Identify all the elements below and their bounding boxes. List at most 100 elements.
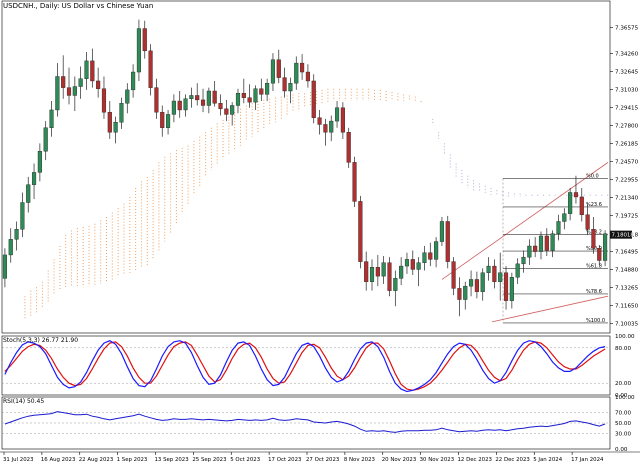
fib-level-label: %50.0 xyxy=(586,246,602,252)
candle-body xyxy=(259,88,264,95)
candle-body xyxy=(282,77,287,92)
candle-body xyxy=(270,59,276,84)
candle-body xyxy=(457,288,462,300)
candle-body xyxy=(84,60,89,79)
candle-body xyxy=(573,192,579,198)
y-tick-label: 7.10035 xyxy=(615,322,639,328)
x-tick-label: 13 Sep 2023 xyxy=(155,457,189,463)
candle-body xyxy=(399,265,404,279)
candle-body xyxy=(486,265,491,273)
x-tick-label: 12 Dec 2023 xyxy=(458,457,492,463)
candle-body xyxy=(381,262,386,277)
candle-body xyxy=(247,97,252,103)
candle-body xyxy=(212,90,217,104)
candle-body xyxy=(253,88,258,103)
candle-body xyxy=(544,235,549,251)
candle-body xyxy=(78,78,83,87)
x-tick-label: 5 Oct 2023 xyxy=(230,457,260,463)
y-tick-label: 7.32645 xyxy=(615,70,639,76)
candle-body xyxy=(352,162,357,202)
y-tick-label: 7.29415 xyxy=(615,106,639,112)
rsi-tick-label: 70.00 xyxy=(615,411,631,417)
candle-body xyxy=(474,279,479,292)
candle-body xyxy=(323,124,328,133)
candle-body xyxy=(55,76,60,111)
fib-level-label: %23.6 xyxy=(586,202,602,208)
candle-body xyxy=(597,248,602,261)
rsi-tick-label: 30.00 xyxy=(615,431,631,437)
x-tick-label: 1 Sep 2023 xyxy=(117,457,148,463)
candle-body xyxy=(300,62,305,73)
candle-body xyxy=(230,105,235,115)
candle-body xyxy=(538,235,544,252)
candle-body xyxy=(26,184,31,203)
x-tick-label: 27 Oct 2023 xyxy=(306,457,339,463)
candle-body xyxy=(550,233,555,251)
x-tick-label: 31 Jul 2023 xyxy=(3,457,34,463)
candle-body xyxy=(509,277,514,301)
candle-body xyxy=(591,229,596,249)
candle-body xyxy=(90,60,95,82)
candle-body xyxy=(61,76,66,88)
candle-body xyxy=(241,93,246,98)
candle-body xyxy=(428,252,433,260)
fib-level-label: %100.0 xyxy=(586,318,605,324)
candle-body xyxy=(96,80,101,89)
fib-level-label: %61.8 xyxy=(586,263,602,269)
candle-body xyxy=(160,111,165,128)
rsi-tick-label: 0.00 xyxy=(615,447,628,453)
candle-body xyxy=(317,117,322,125)
y-tick-label: 7.19725 xyxy=(615,214,639,220)
candle-body xyxy=(492,265,497,282)
x-tick-label: 30 Nov 2023 xyxy=(420,457,455,463)
pane-border xyxy=(1,335,611,396)
candle-body xyxy=(340,107,345,133)
chart-title: USDCNH., Daily: US Dollar vs Chinese Yua… xyxy=(3,2,154,10)
candle-body xyxy=(31,172,37,185)
candle-body xyxy=(195,95,200,101)
candle-body xyxy=(101,88,107,113)
candle-body xyxy=(364,261,369,282)
candle-body xyxy=(8,239,13,256)
candle-body xyxy=(533,245,538,252)
candle-body xyxy=(218,103,223,110)
channel-lower-line xyxy=(491,295,609,323)
candle-body xyxy=(14,229,19,240)
candle-body xyxy=(224,108,229,115)
candle-body xyxy=(37,151,42,173)
candle-body xyxy=(329,120,334,133)
candle-body xyxy=(480,272,485,292)
candle-body xyxy=(434,241,439,260)
candle-body xyxy=(346,132,351,163)
candle-body xyxy=(171,100,176,115)
candle-body xyxy=(49,109,54,128)
candle-body xyxy=(66,87,72,96)
candle-body xyxy=(375,267,380,277)
candle-body xyxy=(463,285,468,300)
candle-body xyxy=(439,221,444,242)
candle-body xyxy=(136,28,141,73)
candle-body xyxy=(72,86,77,96)
candle-body xyxy=(451,261,456,289)
candle-body xyxy=(206,90,211,106)
candle-body xyxy=(422,252,427,263)
y-tick-label: 7.31030 xyxy=(615,88,639,94)
candle-body xyxy=(43,127,48,152)
stoch-tick-label: 0.00 xyxy=(615,393,628,399)
candle-body xyxy=(288,82,293,92)
candle-body xyxy=(503,272,509,301)
y-tick-label: 7.11650 xyxy=(615,304,639,310)
candle-body xyxy=(294,62,299,84)
candle-body xyxy=(148,50,153,88)
stoch-tick-label: 20.00 xyxy=(615,381,631,387)
candle-body xyxy=(521,256,526,265)
y-tick-label: 7.16495 xyxy=(615,250,639,256)
rsi-tick-label: 100.00 xyxy=(615,395,635,401)
candle-body xyxy=(603,233,608,261)
candle-body xyxy=(387,262,392,291)
y-tick-label: 7.13265 xyxy=(615,286,639,292)
candle-body xyxy=(107,111,112,133)
x-tick-label: 17 Jan 2024 xyxy=(571,457,604,463)
